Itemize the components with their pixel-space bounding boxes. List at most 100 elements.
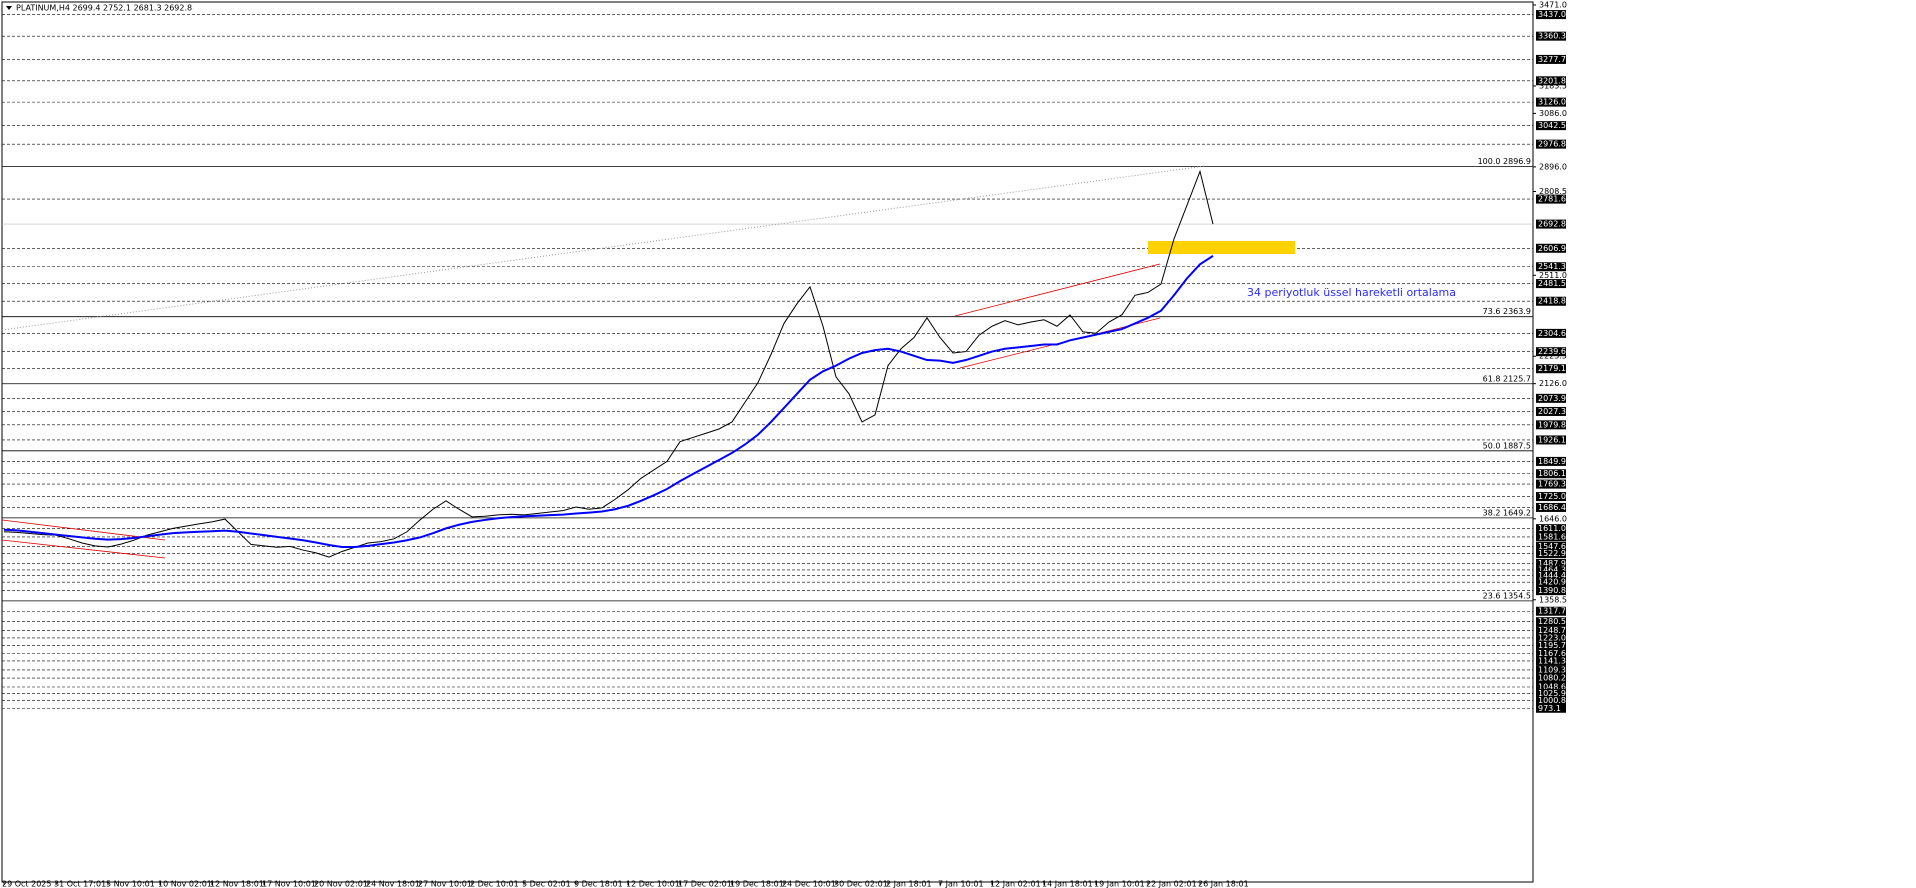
level-label: 2541.3 (1538, 262, 1566, 271)
x-tick-label: 12 Nov 18:01 (210, 880, 264, 888)
y-tick-label: 2511.0 (1539, 271, 1567, 280)
level-label: 1444.4 (1538, 571, 1566, 580)
menu-arrow[interactable] (6, 6, 12, 10)
level-label: 1806.1 (1538, 469, 1566, 478)
x-tick-label: 26 Jan 18:01 (1198, 880, 1249, 888)
level-label: 1464.3 (1538, 565, 1566, 574)
level-label: 3201.8 (1538, 76, 1566, 85)
level-label: 1223.0 (1538, 633, 1566, 642)
chart-title: PLATINUM,H4 2699.4 2752.1 2681.3 2692.8 (16, 4, 192, 13)
channel-line (954, 263, 1161, 317)
level-label: 1248.7 (1538, 626, 1566, 635)
x-tick-label: 20 Nov 02:01 (314, 880, 368, 888)
level-box (1536, 393, 1566, 403)
level-label: 1000.8 (1538, 696, 1566, 705)
level-box (1536, 10, 1566, 20)
level-box (1536, 139, 1566, 149)
support-zone (1148, 241, 1295, 254)
level-box (1536, 641, 1566, 651)
level-box (1536, 558, 1566, 568)
level-box (1536, 243, 1566, 253)
level-box (1536, 76, 1566, 86)
y-tick-label: 2223.5 (1539, 352, 1567, 361)
level-label: 2606.9 (1538, 244, 1566, 253)
level-label: 1725.0 (1538, 492, 1566, 501)
level-box (1536, 219, 1566, 229)
y-tick-label: 1358.5 (1539, 595, 1567, 604)
level-box (1536, 571, 1566, 581)
level-label: 1167.6 (1538, 649, 1566, 658)
level-box (1536, 656, 1566, 666)
x-tick-label: 7 Jan 10:01 (938, 880, 984, 888)
x-tick-label: 27 Nov 10:01 (418, 880, 472, 888)
level-box (1536, 420, 1566, 430)
level-box (1536, 542, 1566, 552)
level-label: 3126.0 (1538, 98, 1566, 107)
level-box (1536, 406, 1566, 416)
level-box (1536, 262, 1566, 272)
level-box (1536, 626, 1566, 636)
x-tick-label: 17 Dec 02:01 (678, 880, 732, 888)
level-label: 1686.4 (1538, 503, 1566, 512)
level-label: 1769.3 (1538, 480, 1566, 489)
fib-label: 38.2 1649.2 (1483, 508, 1531, 517)
y-tick-label: 3471.0 (1539, 1, 1567, 10)
fib-label: 23.6 1354.5 (1483, 591, 1531, 600)
annotation: 34 periyotluk üssel hareketli ortalama (1247, 286, 1456, 299)
x-tick-label: 29 Oct 2025 (2, 880, 51, 888)
level-label: 1979.8 (1538, 420, 1566, 429)
level-label: 1390.8 (1538, 586, 1566, 595)
level-box (1536, 279, 1566, 289)
level-label: 2073.9 (1538, 394, 1566, 403)
level-label: 1849.9 (1538, 457, 1566, 466)
channel-line (1, 539, 166, 559)
x-tick-label: 5 Nov 10:01 (106, 880, 155, 888)
y-tick-label: 3183.5 (1539, 81, 1567, 90)
level-box (1536, 586, 1566, 596)
level-box (1536, 703, 1566, 713)
x-tick-label: 19 Dec 18:01 (730, 880, 784, 888)
y-tick-label: 2896.0 (1539, 162, 1567, 171)
level-label: 2304.6 (1538, 329, 1566, 338)
level-box (1536, 673, 1566, 683)
level-label: 3360.3 (1538, 32, 1566, 41)
level-label: 1581.6 (1538, 532, 1566, 541)
x-tick-label: 12 Dec 10:01 (626, 880, 680, 888)
level-label: 1080.2 (1538, 674, 1566, 683)
y-tick-label: 2126.0 (1539, 379, 1567, 388)
x-tick-label: 5 Dec 02:01 (522, 880, 571, 888)
level-box (1536, 532, 1566, 542)
level-label: 2027.3 (1538, 407, 1566, 416)
level-box (1536, 633, 1566, 643)
level-label: 1048.6 (1538, 683, 1566, 692)
level-box (1536, 524, 1566, 534)
level-label: 973.1 (1538, 704, 1561, 713)
x-tick-label: 10 Nov 02:01 (158, 880, 212, 888)
x-tick-label: 22 Jan 02:01 (1146, 880, 1197, 888)
level-label: 2179.1 (1538, 364, 1566, 373)
level-label: 3437.0 (1538, 10, 1566, 19)
level-label: 2976.8 (1538, 140, 1566, 149)
level-box (1536, 577, 1566, 587)
level-box (1536, 469, 1566, 479)
level-label: 2481.5 (1538, 279, 1566, 288)
level-box (1536, 548, 1566, 558)
level-label: 1195.7 (1538, 641, 1566, 650)
level-label: 2239.6 (1538, 347, 1566, 356)
level-box (1536, 479, 1566, 489)
level-label: 3042.5 (1538, 121, 1566, 130)
level-layer (2, 14, 1533, 709)
level-box (1536, 606, 1566, 616)
level-box (1536, 649, 1566, 659)
level-label: 1547.6 (1538, 542, 1566, 551)
x-tick-label: 19 Jan 10:01 (1094, 880, 1145, 888)
y-tick-label: 1646.0 (1539, 514, 1567, 523)
level-box (1536, 31, 1566, 41)
level-box (1536, 617, 1566, 627)
level-label: 1025.9 (1538, 689, 1566, 698)
level-box (1536, 347, 1566, 357)
level-box (1536, 121, 1566, 131)
fib-label: 100.0 2896.9 (1478, 157, 1531, 166)
x-tick-label: 31 Oct 17:01 (54, 880, 106, 888)
price-line (3, 169, 1214, 558)
